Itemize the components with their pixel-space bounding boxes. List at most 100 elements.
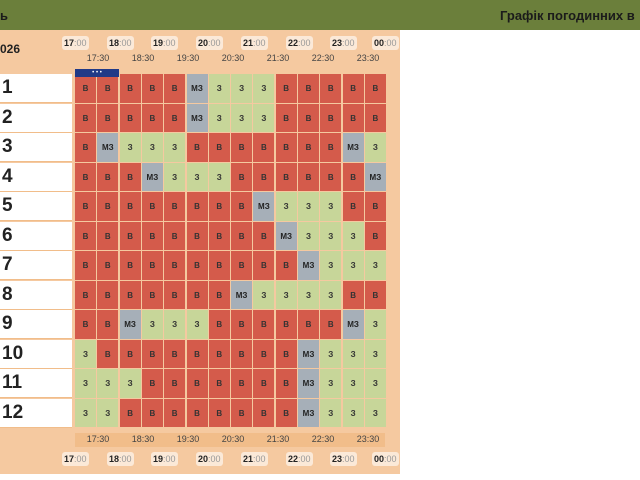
schedule-cell[interactable]: В xyxy=(253,369,276,399)
schedule-cell[interactable]: В xyxy=(75,103,97,133)
schedule-cell[interactable]: В xyxy=(186,192,209,222)
schedule-cell[interactable]: МЗ xyxy=(342,310,365,340)
schedule-cell[interactable]: З xyxy=(320,369,343,399)
schedule-cell[interactable]: З xyxy=(342,398,365,428)
schedule-cell[interactable]: З xyxy=(342,369,365,399)
schedule-cell[interactable]: В xyxy=(320,103,343,133)
schedule-cell[interactable]: В xyxy=(186,339,209,369)
schedule-cell[interactable]: З xyxy=(75,398,97,428)
schedule-cell[interactable]: З xyxy=(298,192,320,222)
schedule-cell[interactable]: В xyxy=(75,310,97,340)
schedule-cell[interactable]: З xyxy=(231,103,254,133)
schedule-cell[interactable]: В xyxy=(208,221,231,251)
schedule-cell[interactable]: В xyxy=(320,162,343,192)
schedule-cell[interactable]: В xyxy=(208,280,231,310)
schedule-cell[interactable]: З xyxy=(164,162,187,192)
schedule-cell[interactable]: В xyxy=(164,74,187,104)
schedule-cell[interactable]: В xyxy=(364,221,387,251)
schedule-cell[interactable]: МЗ xyxy=(231,280,254,310)
schedule-cell[interactable]: В xyxy=(364,103,387,133)
schedule-cell[interactable]: МЗ xyxy=(119,310,142,340)
schedule-cell[interactable]: З xyxy=(186,310,209,340)
schedule-cell[interactable]: В xyxy=(164,369,187,399)
schedule-cell[interactable]: В xyxy=(75,133,97,163)
schedule-cell[interactable]: В xyxy=(164,280,187,310)
schedule-cell[interactable]: З xyxy=(320,339,343,369)
schedule-cell[interactable]: В xyxy=(75,280,97,310)
schedule-cell[interactable]: МЗ xyxy=(298,369,320,399)
schedule-cell[interactable]: В xyxy=(208,398,231,428)
schedule-cell[interactable]: В xyxy=(141,103,164,133)
schedule-cell[interactable]: В xyxy=(186,251,209,281)
schedule-cell[interactable]: З xyxy=(75,369,97,399)
schedule-cell[interactable]: З xyxy=(141,133,164,163)
schedule-cell[interactable]: В xyxy=(298,133,320,163)
schedule-cell[interactable]: В xyxy=(298,310,320,340)
schedule-cell[interactable]: В xyxy=(164,192,187,222)
schedule-cell[interactable]: В xyxy=(275,103,298,133)
schedule-cell[interactable]: З xyxy=(320,251,343,281)
schedule-cell[interactable]: В xyxy=(186,133,209,163)
schedule-cell[interactable]: З xyxy=(320,398,343,428)
schedule-cell[interactable]: З xyxy=(320,280,343,310)
schedule-cell[interactable]: В xyxy=(164,251,187,281)
schedule-cell[interactable]: З xyxy=(97,369,120,399)
schedule-cell[interactable]: В xyxy=(364,74,387,104)
schedule-cell[interactable]: В xyxy=(75,74,97,104)
schedule-cell[interactable]: З xyxy=(208,74,231,104)
schedule-cell[interactable]: МЗ xyxy=(364,162,387,192)
schedule-cell[interactable]: В xyxy=(97,221,120,251)
schedule-cell[interactable]: В xyxy=(119,398,142,428)
schedule-cell[interactable]: В xyxy=(275,162,298,192)
schedule-cell[interactable]: В xyxy=(97,192,120,222)
schedule-cell[interactable]: В xyxy=(119,251,142,281)
schedule-cell[interactable]: З xyxy=(253,280,276,310)
schedule-cell[interactable]: В xyxy=(164,339,187,369)
schedule-cell[interactable]: В xyxy=(275,310,298,340)
schedule-cell[interactable]: З xyxy=(320,221,343,251)
schedule-cell[interactable]: МЗ xyxy=(186,74,209,104)
schedule-cell[interactable]: З xyxy=(320,192,343,222)
schedule-cell[interactable]: З xyxy=(298,280,320,310)
schedule-cell[interactable]: З xyxy=(119,369,142,399)
schedule-cell[interactable]: МЗ xyxy=(298,398,320,428)
schedule-cell[interactable]: В xyxy=(119,103,142,133)
schedule-cell[interactable]: В xyxy=(275,339,298,369)
schedule-cell[interactable]: З xyxy=(364,339,387,369)
schedule-cell[interactable]: В xyxy=(275,369,298,399)
schedule-cell[interactable]: З xyxy=(342,251,365,281)
schedule-cell[interactable]: З xyxy=(253,74,276,104)
schedule-cell[interactable]: В xyxy=(253,221,276,251)
schedule-cell[interactable]: З xyxy=(342,339,365,369)
schedule-cell[interactable]: З xyxy=(364,251,387,281)
schedule-cell[interactable]: В xyxy=(97,103,120,133)
schedule-cell[interactable]: З xyxy=(208,162,231,192)
schedule-cell[interactable]: З xyxy=(186,162,209,192)
schedule-cell[interactable]: МЗ xyxy=(186,103,209,133)
schedule-cell[interactable]: В xyxy=(342,192,365,222)
schedule-cell[interactable]: В xyxy=(208,192,231,222)
schedule-cell[interactable]: В xyxy=(231,398,254,428)
schedule-cell[interactable]: В xyxy=(298,74,320,104)
schedule-cell[interactable]: В xyxy=(298,162,320,192)
schedule-cell[interactable]: З xyxy=(364,398,387,428)
schedule-cell[interactable]: В xyxy=(75,251,97,281)
schedule-cell[interactable]: В xyxy=(186,280,209,310)
schedule-cell[interactable]: В xyxy=(298,103,320,133)
schedule-cell[interactable]: В xyxy=(186,398,209,428)
schedule-cell[interactable]: В xyxy=(141,398,164,428)
schedule-cell[interactable]: В xyxy=(342,103,365,133)
schedule-cell[interactable]: З xyxy=(75,339,97,369)
schedule-cell[interactable]: В xyxy=(253,162,276,192)
schedule-cell[interactable]: В xyxy=(275,398,298,428)
schedule-cell[interactable]: В xyxy=(342,280,365,310)
schedule-cell[interactable]: В xyxy=(141,339,164,369)
schedule-cell[interactable]: МЗ xyxy=(275,221,298,251)
schedule-cell[interactable]: В xyxy=(141,221,164,251)
schedule-cell[interactable]: В xyxy=(97,280,120,310)
schedule-cell[interactable]: В xyxy=(97,74,120,104)
schedule-cell[interactable]: В xyxy=(119,74,142,104)
schedule-cell[interactable]: В xyxy=(208,310,231,340)
schedule-cell[interactable]: З xyxy=(231,74,254,104)
schedule-cell[interactable]: В xyxy=(231,339,254,369)
